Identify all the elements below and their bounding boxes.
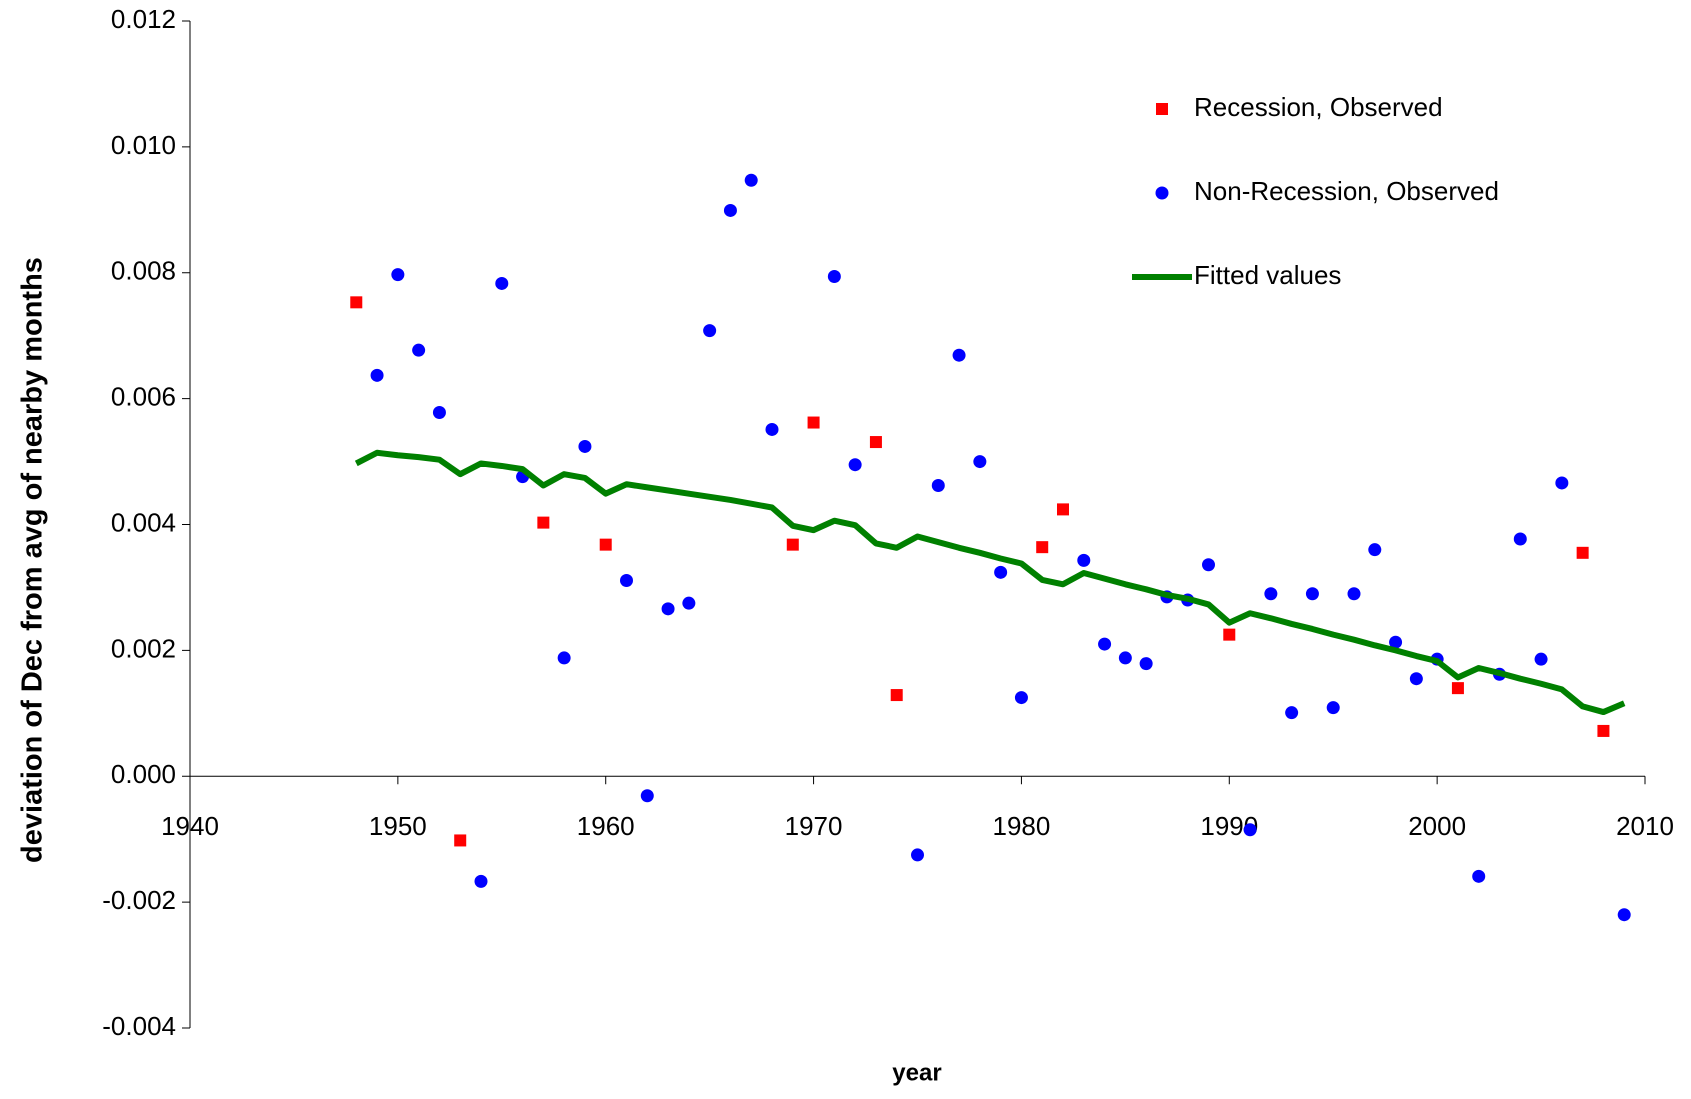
circle-marker	[432, 405, 446, 419]
circle-marker	[640, 789, 654, 803]
circle-marker	[1264, 587, 1278, 601]
circle-marker	[1409, 672, 1423, 686]
circle-marker	[578, 439, 592, 453]
x-tick-label: 1960	[577, 811, 635, 841]
circle-marker	[1139, 657, 1153, 671]
circle-marker	[994, 565, 1008, 579]
circle-marker	[412, 343, 426, 357]
y-axis-title: deviation of Dec from avg of nearby mont…	[17, 257, 49, 863]
circle-marker	[1285, 706, 1299, 720]
circle-marker	[1389, 635, 1403, 649]
circle-marker	[1368, 543, 1382, 557]
circle-marker	[1202, 558, 1215, 572]
circle-marker	[931, 478, 945, 492]
circle-marker	[1326, 701, 1340, 715]
x-tick-label: 2010	[1616, 811, 1674, 841]
circle-marker	[1472, 869, 1486, 883]
circle-marker	[1014, 691, 1028, 705]
square-marker	[1036, 541, 1049, 554]
square-marker	[1057, 503, 1069, 516]
square-marker	[350, 296, 363, 309]
y-tick-label: 0.012	[111, 4, 176, 34]
circle-marker	[1118, 651, 1132, 665]
y-tick-label: -0.004	[102, 1011, 176, 1041]
square-marker	[1576, 546, 1589, 559]
circle-marker	[682, 596, 696, 610]
y-tick-label: 0.006	[111, 382, 176, 412]
x-tick-label: 1980	[993, 811, 1051, 841]
square-marker	[599, 538, 612, 551]
circle-marker	[723, 203, 737, 217]
circle-marker	[1347, 587, 1361, 601]
circle-marker	[744, 173, 758, 187]
x-axis-title: year	[892, 1059, 941, 1086]
x-tick-label: 2000	[1408, 811, 1466, 841]
circle-marker	[495, 276, 509, 290]
circle-marker	[848, 458, 862, 472]
square-marker	[890, 689, 903, 702]
square-marker	[1451, 682, 1464, 695]
square-marker	[454, 834, 467, 847]
square-marker	[537, 516, 550, 529]
square-marker	[786, 538, 799, 551]
circle-marker	[1534, 652, 1548, 666]
circle-marker	[1617, 908, 1631, 922]
circle-marker	[370, 368, 384, 382]
circle-marker	[1098, 637, 1112, 651]
circle-marker	[620, 574, 633, 588]
circle-marker	[911, 848, 924, 862]
legend-label: Non-Recession, Observed	[1194, 176, 1499, 206]
y-tick-label: 0.002	[111, 633, 176, 663]
circle-marker	[1077, 553, 1091, 567]
circle-marker	[703, 324, 717, 338]
square-marker	[1597, 724, 1610, 737]
y-tick-label: -0.002	[102, 885, 176, 915]
y-tick-label: 0.008	[111, 256, 176, 286]
fitted-line	[354, 449, 1626, 716]
legend-label: Fitted values	[1194, 260, 1341, 290]
square-marker	[869, 436, 882, 449]
circle-marker	[827, 270, 841, 284]
y-tick-label: 0.010	[111, 130, 176, 160]
y-tick-label: 0.004	[111, 507, 176, 537]
square-marker	[1223, 628, 1236, 641]
y-tick-label: 0.000	[111, 759, 176, 789]
circle-marker	[1555, 476, 1569, 490]
x-tick-label: 1950	[369, 811, 427, 841]
circle-marker	[557, 651, 571, 665]
circle-marker	[973, 455, 987, 469]
x-tick-label: 1940	[161, 811, 219, 841]
circle-marker	[391, 268, 405, 282]
circle-marker	[1155, 186, 1169, 200]
circle-marker	[765, 422, 779, 436]
circle-marker	[661, 602, 675, 616]
legend-label: Recession, Observed	[1194, 92, 1443, 122]
square-marker	[807, 416, 820, 429]
circle-marker	[952, 348, 966, 362]
circle-marker	[1243, 823, 1257, 837]
x-tick-label: 1970	[785, 811, 843, 841]
circle-marker	[1513, 532, 1527, 546]
square-marker	[1156, 103, 1168, 115]
circle-marker	[474, 874, 488, 888]
circle-marker	[1305, 587, 1319, 601]
